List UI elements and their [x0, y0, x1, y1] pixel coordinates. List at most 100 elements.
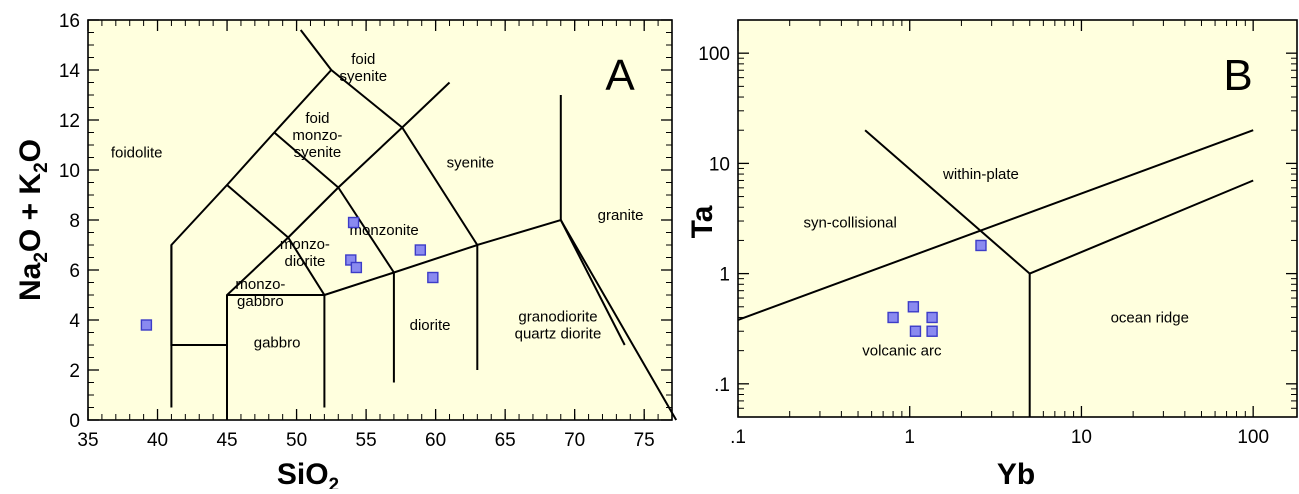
x-tick-label: 1: [904, 427, 915, 448]
field-label-line: granite: [598, 207, 644, 224]
panel-a-plot-area: [88, 20, 672, 420]
x-tick-label: 35: [77, 430, 98, 451]
panel-b-plot-area: [738, 20, 1297, 417]
field-label-line: monzo-: [280, 236, 330, 253]
y-tick-label: 2: [69, 361, 80, 382]
field-boundary-line: [273, 131, 395, 383]
field-boundary-line: [737, 129, 1254, 321]
data-point-marker: [414, 244, 427, 256]
field-label: foid monzo-syenite: [292, 110, 342, 161]
x-tick-label: .1: [730, 427, 746, 448]
y-tick-label: 16: [59, 11, 80, 32]
field-boundary-line: [226, 184, 479, 370]
y-title-s2: 2: [31, 162, 52, 173]
field-label: diorite: [410, 317, 451, 334]
field-label: granite: [598, 207, 644, 224]
panel-a-ticks: [87, 19, 673, 421]
y-tick-label: 14: [59, 61, 81, 82]
panel-b-data-points: [887, 239, 987, 337]
panel-a-tick-labels: 35 40 45 50 55 60 65 70 75 0 2 4 6 8 10 12 14 16: [59, 11, 655, 451]
panel-b-ticks: [737, 20, 1297, 417]
y-title-p1: Na: [14, 262, 47, 301]
y-tick-label: 6: [69, 261, 80, 282]
field-label-line: syenite: [294, 144, 342, 161]
field-label-line: syenite: [340, 68, 388, 85]
x-title-sub: 2: [329, 475, 340, 489]
panel-b-ta-yb-diagram: within-plate syn-collisional volcanic arc o…: [686, 19, 1298, 491]
field-label-line: volcanic arc: [862, 343, 942, 360]
panel-b-frame: [737, 19, 1298, 418]
panel-a-x-axis-title: SiO2: [277, 458, 339, 489]
field-label: foidolite: [111, 145, 163, 162]
data-point-marker: [887, 311, 899, 324]
panel-a-y-axis-title: Na2O + K2O: [14, 139, 52, 301]
x-tick-label: 45: [216, 430, 237, 451]
y-tick-label: 100: [698, 44, 730, 65]
panel-b-x-axis-title: Yb: [997, 458, 1035, 489]
panel-a-field-boundaries: [170, 29, 678, 421]
data-point-marker: [909, 325, 922, 337]
field-label-line: gabbro: [254, 335, 301, 352]
panel-b-tick-labels: .1 1 10 100 .1 1 10 100: [698, 44, 1269, 448]
x-tick-label: 50: [286, 430, 307, 451]
panel-b-y-axis-title: Ta: [686, 205, 719, 238]
field-label-line: monzo-: [292, 127, 342, 144]
panel-b-field-labels: within-plate syn-collisional volcanic arc o…: [803, 166, 1188, 360]
x-tick-label: 75: [634, 430, 655, 451]
field-label-line: ocean ridge: [1111, 309, 1189, 326]
x-tick-label: 70: [564, 430, 585, 451]
field-label-line: diorite: [410, 317, 451, 334]
field-label-line: foid: [351, 51, 375, 68]
data-point-marker: [975, 239, 987, 252]
y-tick-label: 8: [69, 211, 80, 232]
y-title-s1: 2: [31, 252, 52, 263]
x-tick-label: 65: [495, 430, 516, 451]
panel-b-letter: B: [1223, 51, 1252, 100]
field-label-line: within-plate: [942, 166, 1019, 183]
data-point-marker: [427, 271, 439, 284]
x-tick-label: 10: [1071, 427, 1092, 448]
field-label: volcanic arc: [862, 343, 942, 360]
data-point-marker: [926, 325, 938, 337]
panel-a-data-points: [140, 216, 439, 331]
x-tick-label: 100: [1237, 427, 1269, 448]
data-point-marker: [347, 216, 360, 229]
panel-b-field-boundaries: [737, 129, 1254, 417]
y-tick-label: 0: [69, 411, 80, 432]
x-tick-label: 60: [425, 430, 446, 451]
x-tick-label: 55: [356, 430, 377, 451]
field-label-line: syenite: [447, 155, 495, 172]
y-tick-label: 12: [59, 111, 80, 132]
data-point-marker: [350, 261, 363, 274]
y-tick-label: 4: [69, 311, 80, 332]
y-tick-label: 10: [59, 161, 80, 182]
field-label-line: diorite: [284, 253, 325, 270]
data-point-marker: [926, 311, 938, 324]
field-label-line: monzo-: [235, 276, 285, 293]
y-tick-label: 10: [709, 154, 730, 175]
panel-a-letter: A: [605, 51, 635, 100]
data-point-marker: [907, 301, 920, 313]
field-label: syn-collisional: [803, 215, 896, 232]
y-title-p3: O: [14, 139, 47, 162]
field-label-line: syn-collisional: [803, 215, 896, 232]
y-tick-label: 1: [719, 265, 730, 286]
y-tick-label: .1: [714, 375, 730, 396]
field-boundary-line: [227, 294, 326, 408]
x-title-main: SiO: [277, 458, 329, 489]
field-label: within-plate: [942, 166, 1019, 183]
field-label-line: foid: [305, 110, 329, 127]
field-label: gabbro: [254, 335, 301, 352]
panel-a-frame: [87, 19, 673, 421]
field-label: granodiorite quartz diorite: [515, 309, 602, 343]
field-label-line: gabbro: [237, 293, 284, 310]
field-boundary-line: [559, 219, 626, 346]
field-label: syenite: [447, 155, 495, 172]
field-boundary-line: [401, 81, 451, 129]
field-label-line: quartz diorite: [515, 326, 602, 343]
field-boundary-line: [299, 29, 333, 71]
